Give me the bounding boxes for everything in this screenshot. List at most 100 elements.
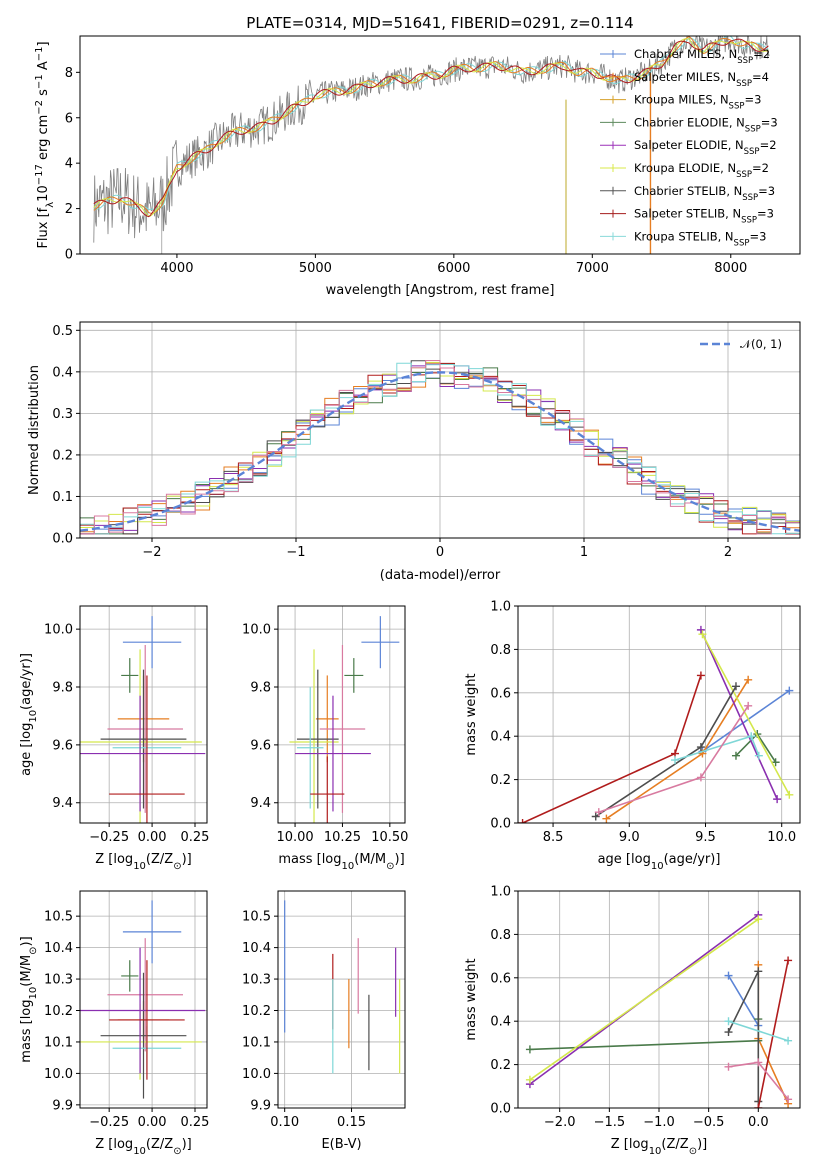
- weight-vs-age-marker-8-1: [696, 773, 705, 782]
- residuals-ytick-label: 0.4: [52, 365, 73, 380]
- spectrum-ylabel-part: erg cm: [36, 115, 51, 164]
- legend-label-8: Kroupa STELIB, NSSP=3: [634, 229, 766, 248]
- mass-vs-Z-ytick-label: 10.2: [44, 1004, 73, 1019]
- mass-vs-Z-ytick-label: 10.3: [44, 973, 73, 988]
- mass-vs-Z-ytick-label: 10.1: [44, 1035, 73, 1050]
- spectrum-ylabel-part: −17: [34, 164, 45, 185]
- age-vs-mass-xtick-label: 10.00: [276, 830, 313, 845]
- residual-xlabel: (data-model)/error: [380, 568, 501, 583]
- mass-vs-EBV-frame: [277, 890, 406, 1109]
- gaussian-curve: [80, 371, 800, 532]
- weight-vs-age-plot: [518, 625, 794, 823]
- weight-vs-Z-xlabel-part: 10: [649, 1146, 662, 1157]
- mass-vs-Z-xlabel-part: 10: [133, 1146, 146, 1157]
- age-vs-mass-xlabel-part: ⊙: [386, 861, 394, 872]
- legend-label-main: Salpeter ELODIE, N: [634, 138, 744, 152]
- age-vs-Z-xlabel-part: )]: [182, 852, 192, 867]
- mass-vs-Z-xtick-label: 0.00: [138, 1115, 167, 1130]
- mass-vs-EBV-ytick-label: 10.0: [242, 1067, 271, 1082]
- spectrum-ylabel-part: A: [36, 61, 51, 74]
- age-vs-mass-xlabel: mass [log10(M/M⊙)]: [278, 852, 404, 872]
- weight-vs-age-marker-7-2: [754, 751, 763, 760]
- weight-vs-age-xlabel-part: 10: [651, 861, 664, 872]
- weight-vs-age-marker-4-0: [698, 630, 707, 639]
- weight-vs-age-marker-6-2: [696, 671, 705, 680]
- weight-vs-age-xlabel-part: age [log: [598, 852, 651, 867]
- residual-xlabel-part: (data-model)/error: [380, 568, 501, 583]
- weight-vs-Z-plot: [525, 910, 793, 1108]
- weight-vs-age-marker-6-0: [518, 819, 527, 823]
- weight-vs-age-marker-7-0: [671, 756, 680, 765]
- mass-vs-Z-ylabel-part: mass [log: [19, 999, 34, 1062]
- weight-vs-Z-marker-4-0: [525, 1075, 534, 1084]
- weight-vs-Z-xlabel-part: Z [log: [611, 1137, 649, 1152]
- residuals-plot: [80, 360, 800, 535]
- weight-vs-age-marker-5-0: [591, 812, 600, 821]
- legend-label-suffix: =2: [753, 47, 770, 61]
- legend-label-suffix: =3: [761, 115, 778, 129]
- age-vs-Z-xlabel-part: ⊙: [173, 861, 181, 872]
- residuals-xtick-label: −1: [286, 545, 305, 560]
- weight-vs-Z-series-5: [727, 970, 760, 1102]
- age-vs-mass-ytick-label: 10.0: [242, 623, 271, 638]
- mass-vs-EBV-xlabel-part: E(B-V): [321, 1137, 361, 1152]
- mass-vs-Z-xlabel: Z [log10(Z/Z⊙)]: [95, 1137, 191, 1157]
- age-vs-Z-xlabel: Z [log10(Z/Z⊙)]: [95, 852, 191, 872]
- age-vs-mass-xlabel-part: )]: [395, 852, 405, 867]
- age-vs-Z-xlabel-part: 10: [133, 861, 146, 872]
- mass-vs-Z-xtick-label: 0.25: [181, 1115, 210, 1130]
- legend-label-main: Chabrier STELIB, N: [634, 184, 742, 198]
- weight-vs-Z-ytick-label: 1.0: [490, 885, 511, 900]
- weight-vs-age-ytick-label: 0.0: [490, 817, 511, 832]
- mass-vs-Z-xlabel-part: )]: [182, 1137, 192, 1152]
- weight-vs-Z-marker-6-1: [784, 956, 793, 965]
- age-vs-Z-axes: −0.25 0.00 0.259.49.69.810.0Z [log10(Z/Z⊙)…: [19, 605, 209, 872]
- residual-ylabel-part: Normed distribution: [27, 365, 42, 495]
- weight-vs-age-ytick-label: 0.8: [490, 643, 511, 658]
- weight-vs-age-series-8: [598, 705, 749, 813]
- spectrum-model-1: [93, 36, 769, 214]
- age-vs-mass-xtick-label: 10.25: [324, 830, 361, 845]
- weight-vs-age-xtick-label: 10.0: [767, 830, 796, 845]
- residuals-ytick-label: 0.5: [52, 324, 73, 339]
- weight-vs-Z-series-4: [529, 918, 759, 1081]
- spectrum-ylabel-part: 10: [36, 185, 51, 202]
- weight-vs-Z-marker-7-1: [784, 1036, 793, 1045]
- residuals-ytick-label: 0.0: [52, 532, 73, 547]
- weight-vs-Z-marker-8-0: [724, 1062, 733, 1071]
- weight-vs-Z-xtick-label: −1.0: [643, 1115, 675, 1130]
- age-vs-Z-ylabel-part: 10: [28, 710, 39, 723]
- residuals-xtick-label: 0: [436, 545, 444, 560]
- weight-vs-age-marker-1-2: [744, 675, 753, 684]
- residuals-xtick-label: 1: [580, 545, 588, 560]
- weight-vs-age-ytick-label: 0.2: [490, 773, 511, 788]
- legend-label-2: Kroupa MILES, NSSP=3: [634, 93, 761, 112]
- age-vs-Z-ytick-label: 9.6: [52, 738, 73, 753]
- legend-label-sub: SSP: [741, 216, 757, 226]
- legend-label-sub: SSP: [734, 238, 750, 248]
- age-vs-Z-plot: [80, 616, 206, 823]
- weight-vs-age-marker-8-0: [594, 808, 603, 817]
- age-vs-Z-ytick-label: 9.8: [52, 681, 73, 696]
- mass-vs-EBV-ytick-label: 9.9: [250, 1098, 271, 1113]
- age-vs-mass-xtick-label: 10.50: [371, 830, 408, 845]
- legend-label-suffix: =3: [758, 184, 775, 198]
- weight-vs-Z-marker-0-0: [724, 971, 733, 980]
- weight-vs-Z-series-2: [529, 1019, 760, 1051]
- spectrum-xtick-label: 5000: [299, 261, 332, 276]
- spectrum-ytick-label: 6: [65, 111, 73, 126]
- mass-vs-EBV-xtick-label: 0.15: [337, 1115, 366, 1130]
- weight-vs-Z-marker-7-0: [724, 1017, 733, 1026]
- spectrum-ylabel: Flux [fλ10−17 erg cm−2 s−1 A−1]: [34, 41, 56, 248]
- mass-vs-EBV-ytick-label: 10.3: [242, 973, 271, 988]
- legend-label-main: Chabrier ELODIE, N: [634, 115, 745, 129]
- legend-label-main: Kroupa ELODIE, N: [634, 161, 736, 175]
- weight-vs-Z-xtick-label: −1.5: [594, 1115, 626, 1130]
- weight-vs-Z-ytick-label: 0.4: [490, 1015, 511, 1030]
- weight-vs-age-series-6: [522, 675, 702, 823]
- spectrum-model-3: [93, 38, 769, 218]
- legend-label-main: Kroupa STELIB, N: [634, 229, 734, 243]
- weight-vs-age-ytick-label: 0.6: [490, 686, 511, 701]
